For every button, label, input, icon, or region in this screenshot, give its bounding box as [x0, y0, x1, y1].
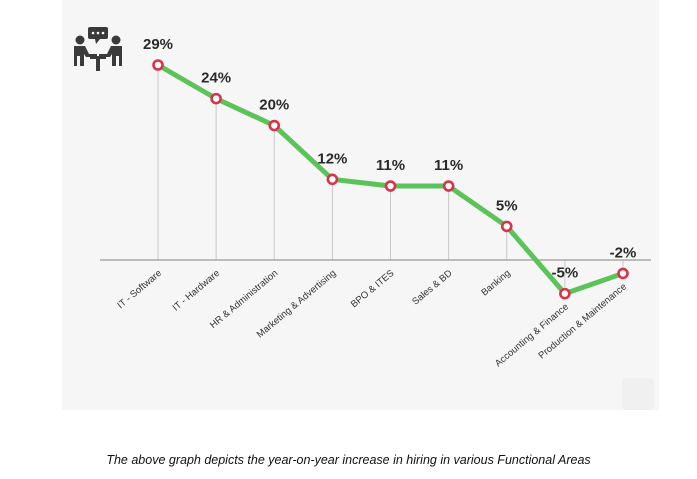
x-tick-label: BPO & ITES — [349, 268, 397, 310]
data-point — [326, 173, 339, 186]
data-point — [500, 220, 513, 233]
value-label: 5% — [496, 197, 518, 214]
data-point — [384, 180, 397, 192]
meeting-people-icon — [72, 26, 124, 76]
data-markers — [152, 59, 629, 300]
data-point — [152, 59, 164, 71]
value-label: 12% — [317, 150, 347, 167]
value-labels: 29% 24% 20% 12% 11% 11% 5% -5% -2% — [143, 36, 636, 282]
data-point — [268, 119, 281, 132]
drop-lines — [157, 65, 624, 294]
panel-corner-button — [622, 378, 654, 410]
x-tick-label: Sales & BD — [410, 268, 454, 308]
x-tick-label: IT - Software — [115, 268, 164, 311]
x-tick-label: Banking — [479, 268, 512, 299]
value-label: -5% — [552, 265, 579, 282]
data-point — [442, 180, 455, 192]
value-label: -2% — [610, 244, 637, 261]
value-label: 24% — [201, 70, 231, 87]
value-label: 29% — [143, 36, 173, 53]
data-point — [210, 92, 222, 105]
x-tick-label: IT - Hardware — [171, 268, 222, 314]
data-point — [559, 287, 571, 300]
data-point — [617, 267, 629, 280]
chart-caption: The above graph depicts the year-on-year… — [106, 453, 591, 467]
value-label: 20% — [259, 97, 289, 114]
value-label: 11% — [376, 157, 405, 174]
value-label: 11% — [434, 157, 463, 174]
